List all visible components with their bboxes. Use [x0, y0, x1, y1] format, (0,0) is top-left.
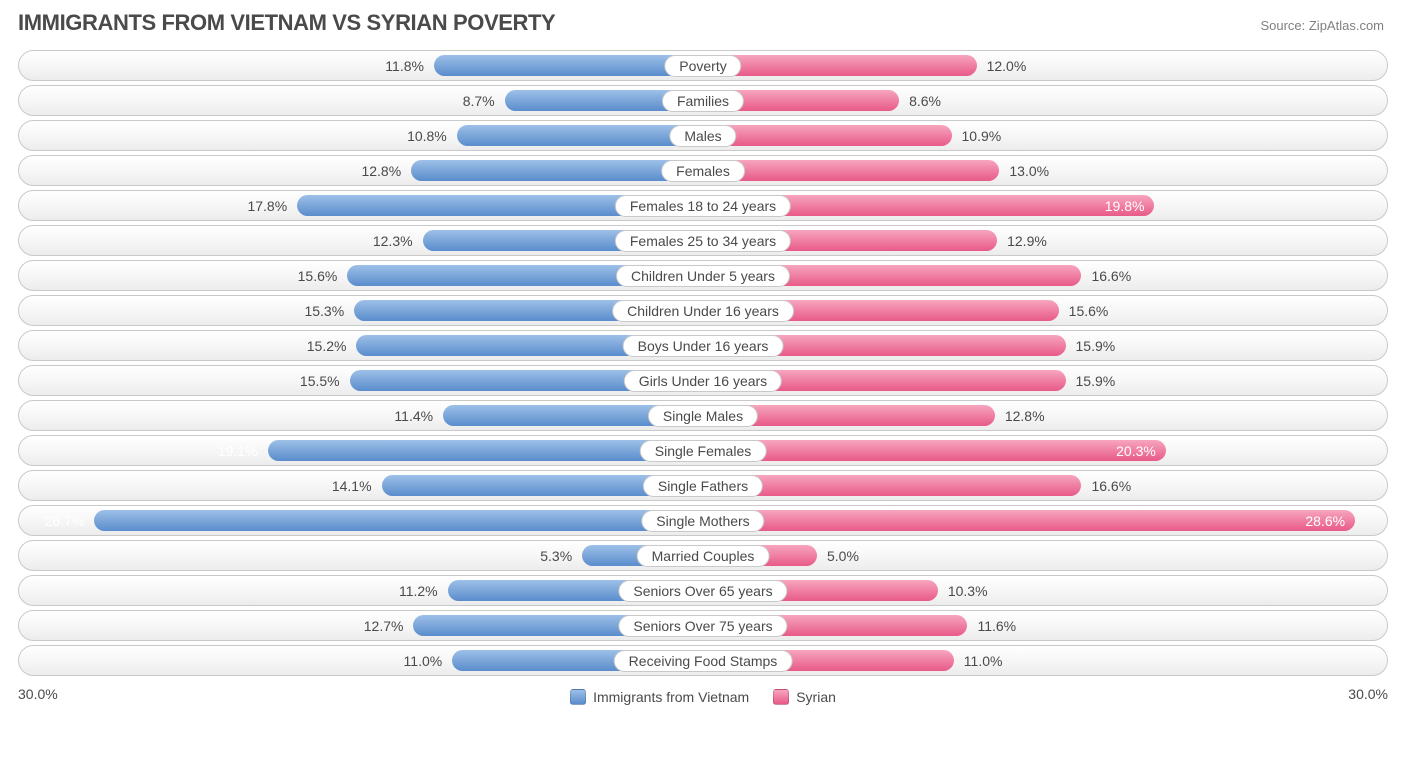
legend-label-left: Immigrants from Vietnam [593, 689, 749, 705]
value-right: 12.8% [1005, 408, 1045, 424]
value-right: 10.3% [948, 583, 988, 599]
source-label: Source: ZipAtlas.com [1260, 18, 1388, 33]
value-left: 15.6% [298, 268, 338, 284]
legend-swatch-left [570, 689, 586, 705]
value-right: 8.6% [909, 93, 941, 109]
category-label: Males [669, 125, 736, 147]
category-label: Families [662, 90, 744, 112]
value-right: 11.0% [964, 653, 1003, 669]
chart-title: IMMIGRANTS FROM VIETNAM VS SYRIAN POVERT… [18, 10, 555, 36]
bar-left [434, 55, 703, 76]
legend-item-left: Immigrants from Vietnam [570, 689, 749, 705]
category-label: Boys Under 16 years [623, 335, 784, 357]
chart-row: 15.6% 16.6% Children Under 5 years [18, 260, 1388, 291]
value-left: 11.8% [385, 58, 424, 74]
legend: Immigrants from Vietnam Syrian [570, 689, 836, 705]
category-label: Females [661, 160, 745, 182]
category-label: Poverty [664, 55, 741, 77]
value-right: 28.6% [1305, 513, 1345, 529]
chart-row: 15.5% 15.9% Girls Under 16 years [18, 365, 1388, 396]
bar-left [457, 125, 703, 146]
legend-label-right: Syrian [796, 689, 836, 705]
chart-row: 19.1% 20.3% Single Females [18, 435, 1388, 466]
value-right: 5.0% [827, 548, 859, 564]
value-left: 26.7% [45, 513, 85, 529]
bar-left [94, 510, 703, 531]
value-left: 14.1% [332, 478, 372, 494]
value-right: 13.0% [1009, 163, 1049, 179]
value-left: 15.2% [307, 338, 347, 354]
axis-max-right: 30.0% [1348, 686, 1388, 702]
value-right: 19.8% [1105, 198, 1145, 214]
category-label: Single Males [648, 405, 758, 427]
category-label: Single Females [640, 440, 767, 462]
value-right: 12.0% [987, 58, 1027, 74]
chart-row: 15.3% 15.6% Children Under 16 years [18, 295, 1388, 326]
value-right: 16.6% [1091, 268, 1131, 284]
value-right: 12.9% [1007, 233, 1047, 249]
chart-row: 11.0% 11.0% Receiving Food Stamps [18, 645, 1388, 676]
chart-row: 11.2% 10.3% Seniors Over 65 years [18, 575, 1388, 606]
value-right: 20.3% [1116, 443, 1156, 459]
chart-row: 12.3% 12.9% Females 25 to 34 years [18, 225, 1388, 256]
axis-max-left: 30.0% [18, 686, 58, 702]
value-right: 16.6% [1091, 478, 1131, 494]
value-left: 8.7% [463, 93, 495, 109]
chart-row: 12.8% 13.0% Females [18, 155, 1388, 186]
value-left: 15.3% [304, 303, 344, 319]
bar-left [268, 440, 703, 461]
chart-row: 26.7% 28.6% Single Mothers [18, 505, 1388, 536]
bar-right [703, 125, 952, 146]
value-left: 5.3% [540, 548, 572, 564]
chart-row: 15.2% 15.9% Boys Under 16 years [18, 330, 1388, 361]
legend-swatch-right [773, 689, 789, 705]
chart-row: 8.7% 8.6% Families [18, 85, 1388, 116]
bar-right [703, 55, 977, 76]
value-right: 15.9% [1076, 338, 1116, 354]
chart-rows: 11.8%12.0%Poverty8.7%8.6%Families10.8%10… [18, 50, 1388, 676]
category-label: Single Mothers [641, 510, 764, 532]
chart-row: 17.8% 19.8% Females 18 to 24 years [18, 190, 1388, 221]
value-left: 10.8% [407, 128, 447, 144]
chart-row: 11.8% 12.0% Poverty [18, 50, 1388, 81]
bar-left [411, 160, 703, 181]
category-label: Females 25 to 34 years [615, 230, 791, 252]
value-left: 12.3% [373, 233, 413, 249]
bar-right [703, 440, 1166, 461]
value-left: 11.0% [404, 653, 443, 669]
chart-row: 10.8% 10.9% Males [18, 120, 1388, 151]
chart-row: 12.7% 11.6% Seniors Over 75 years [18, 610, 1388, 641]
category-label: Receiving Food Stamps [614, 650, 793, 672]
category-label: Children Under 5 years [616, 265, 790, 287]
category-label: Single Fathers [643, 475, 763, 497]
value-left: 11.4% [394, 408, 433, 424]
value-right: 15.6% [1069, 303, 1109, 319]
category-label: Seniors Over 65 years [618, 580, 787, 602]
bar-right [703, 160, 999, 181]
header: IMMIGRANTS FROM VIETNAM VS SYRIAN POVERT… [18, 10, 1388, 36]
category-label: Married Couples [637, 545, 770, 567]
value-left: 19.1% [218, 443, 258, 459]
value-right: 10.9% [962, 128, 1002, 144]
value-right: 11.6% [977, 618, 1016, 634]
value-left: 17.8% [247, 198, 287, 214]
category-label: Seniors Over 75 years [618, 615, 787, 637]
category-label: Girls Under 16 years [624, 370, 782, 392]
value-left: 15.5% [300, 373, 340, 389]
value-left: 12.8% [361, 163, 401, 179]
footer: 30.0% Immigrants from Vietnam Syrian 30.… [18, 684, 1388, 710]
chart-row: 14.1% 16.6% Single Fathers [18, 470, 1388, 501]
value-left: 11.2% [399, 583, 438, 599]
bar-right [703, 510, 1355, 531]
chart-row: 5.3% 5.0% Married Couples [18, 540, 1388, 571]
legend-item-right: Syrian [773, 689, 836, 705]
category-label: Females 18 to 24 years [615, 195, 791, 217]
value-left: 12.7% [364, 618, 404, 634]
value-right: 15.9% [1076, 373, 1116, 389]
category-label: Children Under 16 years [612, 300, 794, 322]
chart-row: 11.4% 12.8% Single Males [18, 400, 1388, 431]
